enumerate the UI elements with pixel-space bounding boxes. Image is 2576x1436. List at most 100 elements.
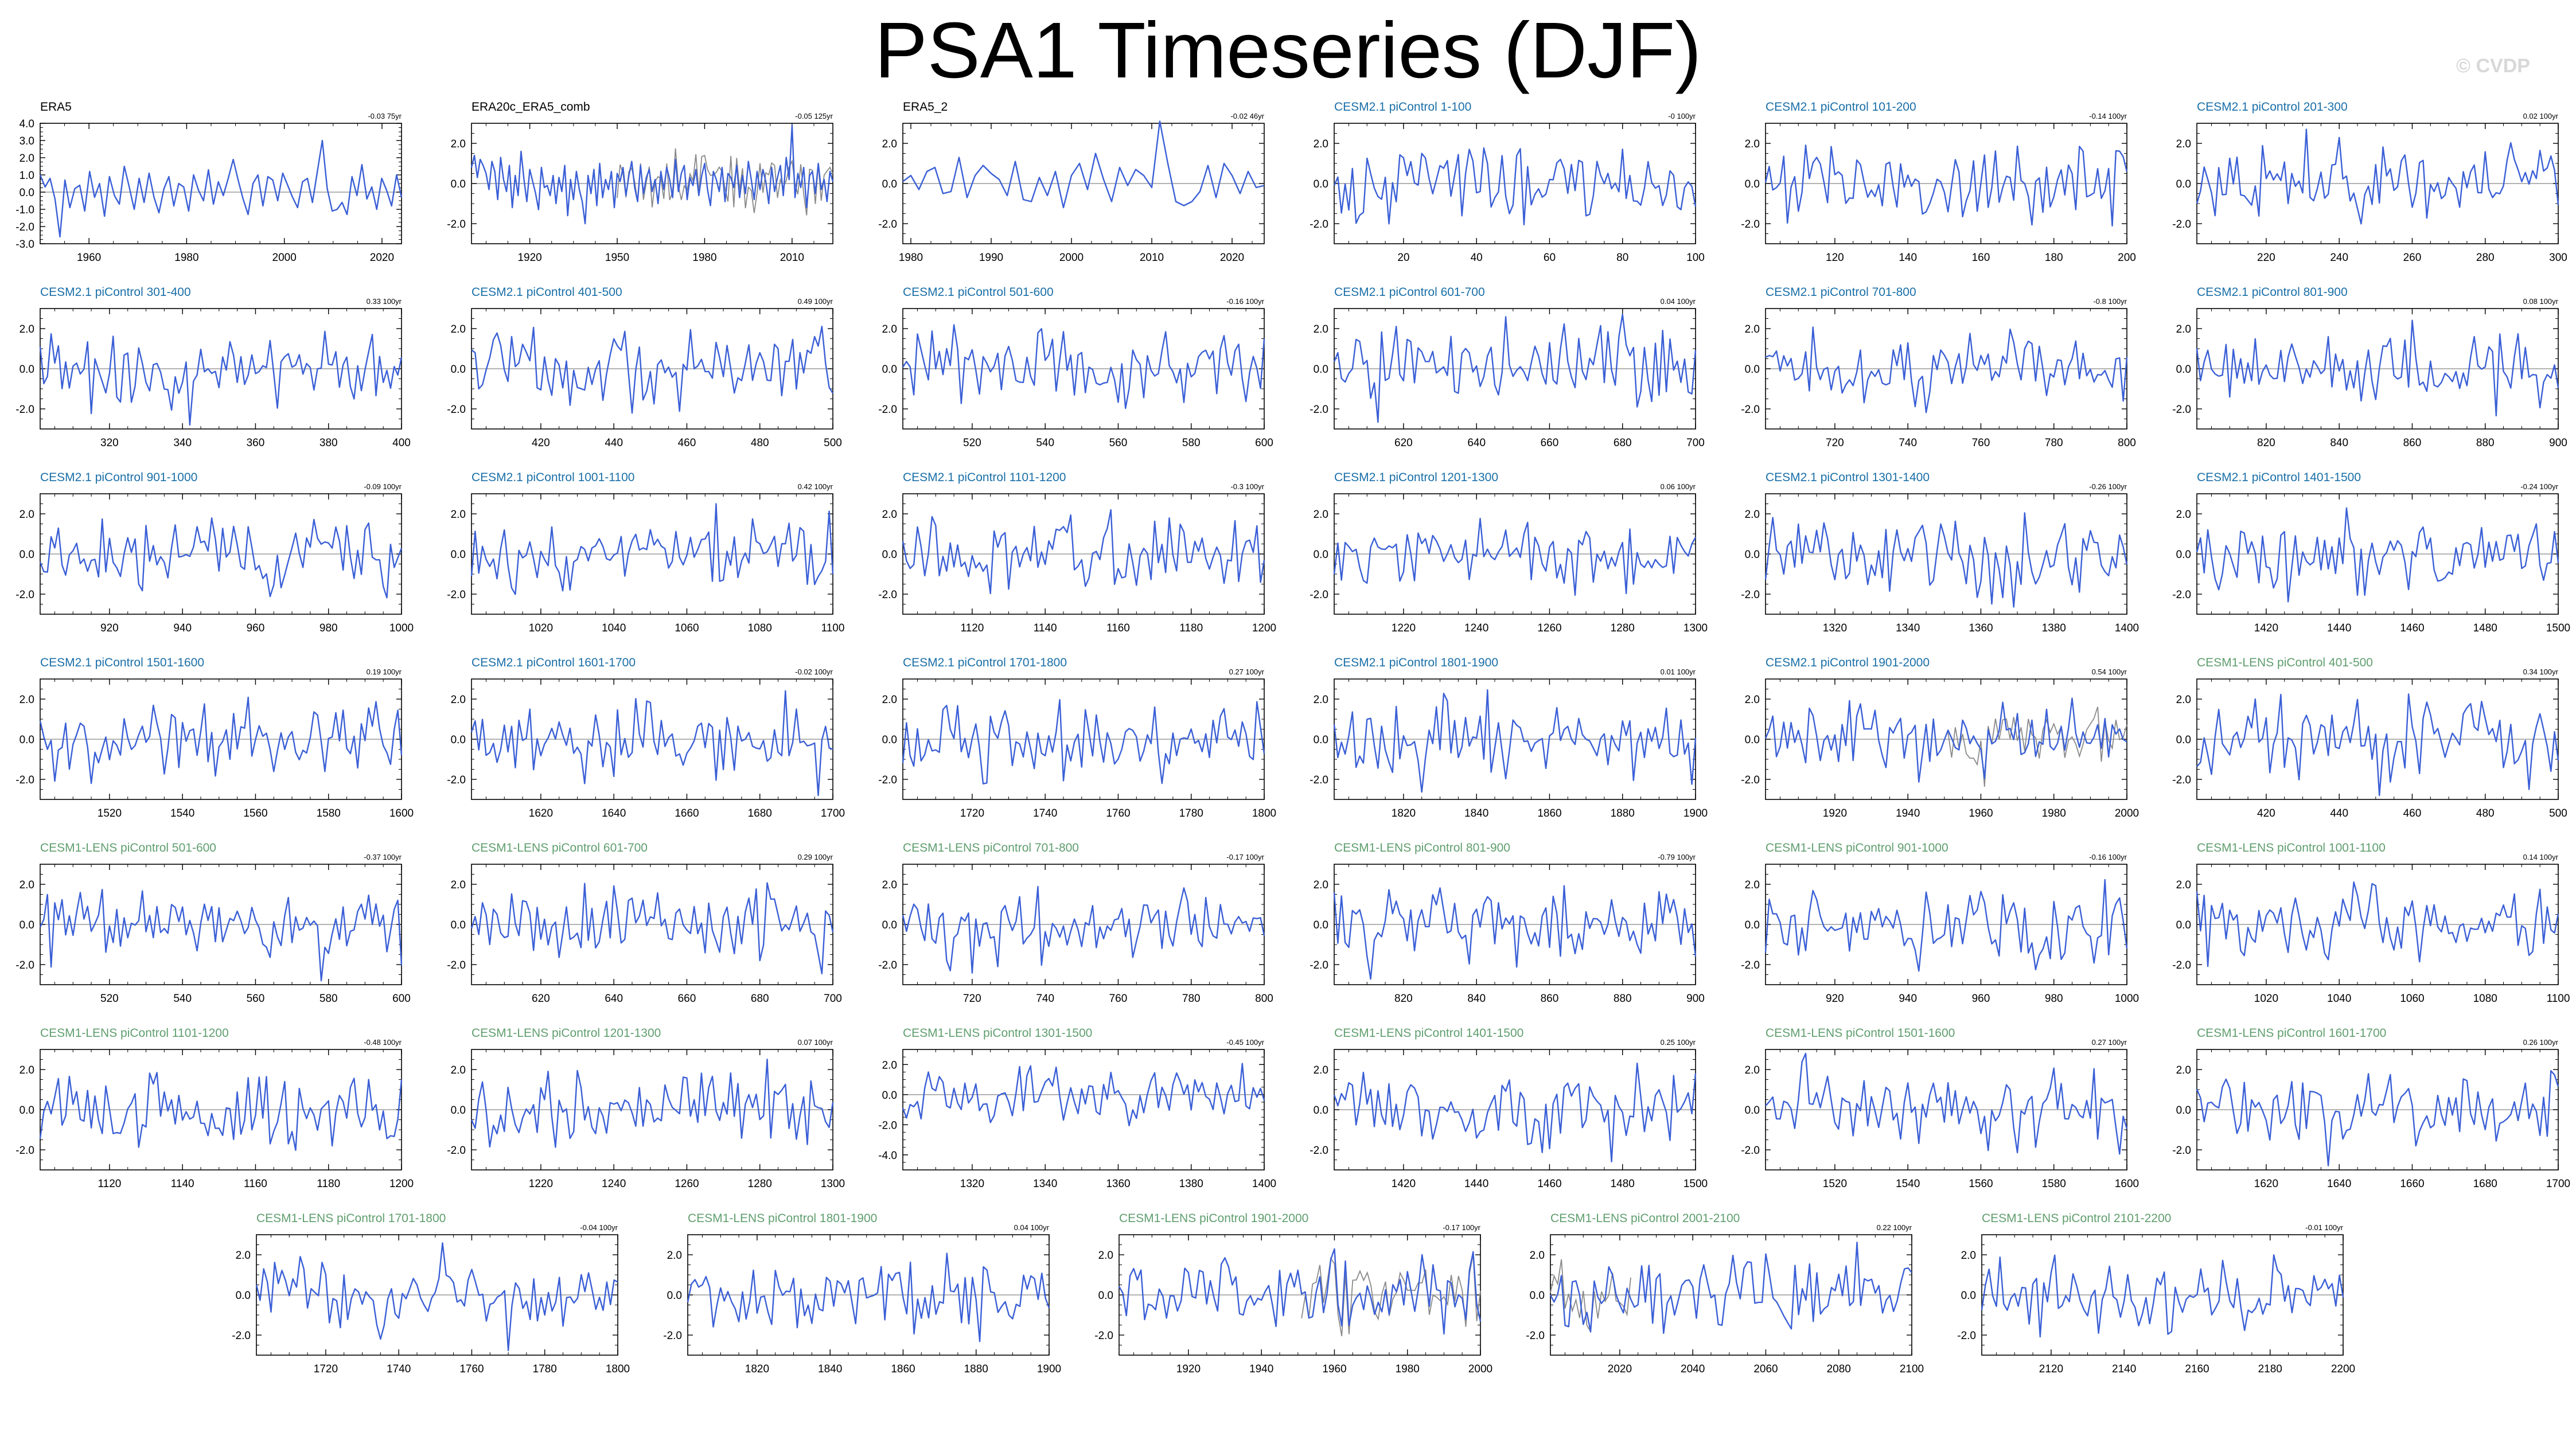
x-tick-label: 1360: [1106, 1178, 1130, 1190]
x-tick-label: 1900: [1683, 807, 1708, 820]
y-tick-label: 2.0: [451, 323, 466, 335]
x-tick-label: 960: [1972, 993, 1990, 1005]
series-line: [1333, 1062, 1697, 1162]
y-tick-label: 0.0: [1745, 919, 1760, 931]
y-tick-label: 0.0: [1745, 734, 1760, 746]
y-tick-label: -3.0: [15, 239, 34, 251]
x-tick-label: 560: [1109, 437, 1128, 449]
x-tick-label: 80: [1616, 252, 1628, 264]
x-tick-label: 420: [532, 437, 550, 449]
x-tick-label: 1640: [2327, 1178, 2351, 1190]
x-tick-label: 1960: [1322, 1363, 1346, 1375]
panel-trend-label: -0.04 100yr: [580, 1223, 618, 1232]
x-tick-label: 900: [2549, 437, 2567, 449]
panel-plot: 2.0 0.0 -2.0 520 540 560 580 600: [878, 308, 1273, 449]
x-tick-label: 1420: [2254, 622, 2278, 634]
y-tick-label: 0.0: [236, 1290, 251, 1302]
y-tick-label: 0.0: [1745, 178, 1760, 190]
y-tick-label: 2.0: [1530, 1250, 1545, 1262]
timeseries-panel: ERA20c_ERA5_comb -0.05 125yr 2.0 0.0 -2.0 192…: [431, 100, 862, 287]
x-tick-label: 1740: [1033, 807, 1057, 820]
y-tick-label: 0.0: [20, 734, 34, 746]
y-tick-label: -1.0: [15, 204, 34, 216]
panel-title: CESM2.1 piControl 1801-1900: [1334, 656, 1499, 669]
x-tick-label: 2140: [2112, 1363, 2136, 1375]
x-tick-label: 360: [247, 437, 265, 449]
x-tick-label: 880: [2476, 437, 2495, 449]
y-tick-label: -2.0: [1741, 589, 1760, 601]
x-tick-label: 680: [751, 993, 769, 1005]
panel-trend-label: -0.01 100yr: [2305, 1223, 2343, 1232]
x-tick-label: 1180: [1179, 622, 1203, 634]
overlay-series-line: [617, 148, 833, 216]
x-tick-label: 1620: [2254, 1178, 2278, 1190]
timeseries-panel: CESM2.1 piControl 1501-1600 0.19 100yr 2.0…: [0, 656, 430, 842]
y-tick-label: 2.0: [882, 694, 897, 706]
x-tick-label: 1560: [243, 807, 267, 820]
x-tick-label: 440: [605, 437, 623, 449]
panel-title: CESM2.1 piControl 701-800: [1766, 286, 1916, 299]
x-tick-label: 1940: [1896, 807, 1920, 820]
timeseries-panel: CESM2.1 piControl 401-500 0.49 100yr 2.0 0.…: [431, 286, 862, 472]
y-tick-label: -2.0: [878, 589, 897, 601]
plot-frame: [902, 1049, 1265, 1170]
y-tick-label: 1.0: [20, 170, 34, 182]
y-tick-label: 0.0: [451, 734, 466, 746]
x-tick-label: 2010: [1140, 252, 1164, 264]
y-tick-label: 2.0: [1314, 323, 1328, 335]
panel-plot: 2.0 0.0 -2.0 1120 1140 1160 1180 1200: [15, 1049, 414, 1190]
x-tick-label: 1080: [2473, 993, 2497, 1005]
panel-plot: 2.0 0.0 -2.0 2120 2140 2160 2180 2200: [1957, 1234, 2355, 1375]
x-tick-label: 1300: [821, 1178, 845, 1190]
y-tick-label: 2.0: [667, 1250, 682, 1262]
panel-title: CESM1-LENS piControl 901-1000: [1766, 841, 1948, 854]
y-tick-label: -2.0: [447, 589, 466, 601]
x-tick-label: 1700: [821, 807, 845, 820]
series-line: [471, 325, 834, 414]
timeseries-panel: CESM1-LENS piControl 1201-1300 0.07 100yr…: [431, 1027, 862, 1213]
series-line: [1333, 314, 1697, 423]
y-tick-label: 0.0: [882, 364, 897, 376]
series-line: [902, 509, 1265, 595]
panel-plot: 2.0 0.0 -2.0 1220 1240 1260 1280 1300: [447, 1049, 845, 1190]
x-tick-label: 900: [1686, 993, 1705, 1005]
series-line: [1333, 689, 1697, 793]
x-tick-label: 1400: [2115, 622, 2139, 634]
x-tick-label: 2100: [1900, 1363, 1924, 1375]
x-tick-label: 2020: [370, 252, 394, 264]
x-tick-label: 1680: [748, 807, 772, 820]
series-line: [2196, 319, 2559, 417]
timeseries-panel: CESM1-LENS piControl 1301-1500 -0.45 100y…: [863, 1027, 1293, 1213]
y-tick-label: 0.0: [451, 1105, 466, 1117]
x-tick-label: 660: [1541, 437, 1559, 449]
panel-plot: 2.0 0.0 -2.0 1820 1840 1860 1880 1900: [1310, 678, 1708, 820]
panel-trend-label: 0.07 100yr: [797, 1038, 833, 1047]
y-tick-label: -2.0: [1741, 959, 1760, 971]
panel-trend-label: 0.01 100yr: [1660, 668, 1696, 676]
panel-title: CESM1-LENS piControl 1801-1900: [688, 1212, 878, 1225]
x-tick-label: 420: [2257, 807, 2275, 820]
panel-title: CESM1-LENS piControl 801-900: [1334, 841, 1510, 854]
y-tick-label: -2.0: [15, 589, 34, 601]
y-tick-label: -2.0: [15, 774, 34, 786]
x-tick-label: 940: [173, 622, 192, 634]
y-tick-label: 0.0: [1530, 1290, 1545, 1302]
timeseries-panel: CESM2.1 piControl 501-600 -0.16 100yr 2.0 0…: [863, 286, 1293, 472]
x-tick-label: 760: [1109, 993, 1128, 1005]
plot-frame: [40, 123, 402, 244]
panel-title: CESM1-LENS piControl 1701-1800: [256, 1212, 446, 1225]
x-tick-label: 1040: [602, 622, 626, 634]
x-tick-label: 680: [1614, 437, 1632, 449]
x-tick-label: 2000: [1468, 1363, 1492, 1375]
x-tick-label: 2000: [2115, 807, 2139, 820]
panel-title: CESM2.1 piControl 401-500: [471, 286, 622, 299]
panel-title: CESM2.1 piControl 1-100: [1334, 100, 1472, 114]
y-tick-label: 2.0: [2176, 509, 2191, 521]
x-tick-label: 20: [1397, 252, 1409, 264]
panel-plot: 2.0 0.0 -2.0 1420 1440 1460 1480 1500: [1310, 1049, 1708, 1190]
y-tick-label: 2.0: [20, 1064, 34, 1076]
x-tick-label: 1880: [1611, 807, 1635, 820]
y-tick-label: 2.0: [882, 138, 897, 150]
x-tick-label: 760: [1972, 437, 1990, 449]
y-tick-label: 3.0: [20, 135, 34, 147]
